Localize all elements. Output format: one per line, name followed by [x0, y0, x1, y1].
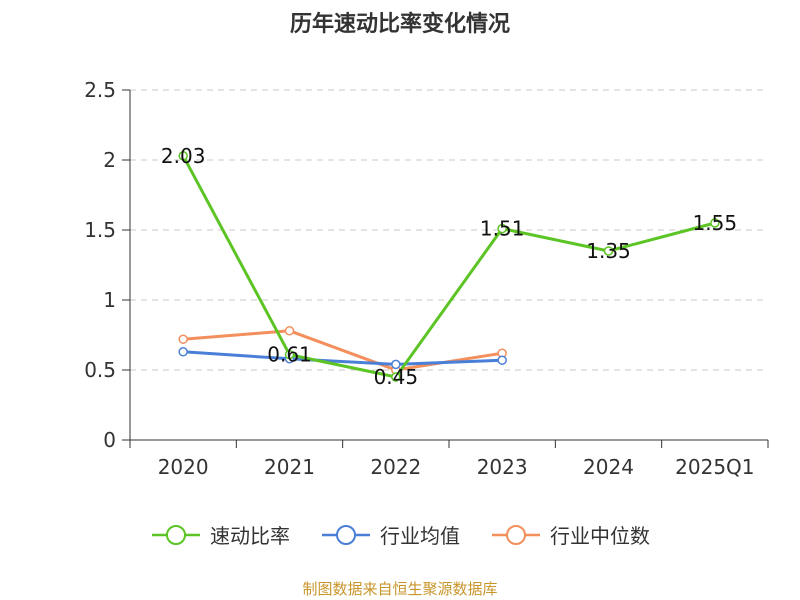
x-tick-label: 2023: [477, 455, 528, 479]
data-label: 1.35: [586, 239, 631, 263]
x-tick-label: 2022: [370, 455, 421, 479]
data-label: 0.61: [267, 343, 312, 367]
data-label: 1.51: [480, 217, 525, 241]
legend-swatch: [322, 524, 370, 545]
y-tick-label: 2: [103, 148, 116, 172]
x-tick-label: 2024: [583, 455, 634, 479]
data-point: [178, 151, 188, 161]
y-tick-label: 2.5: [84, 78, 116, 102]
y-tick-label: 0: [103, 428, 116, 452]
legend-swatch: [152, 524, 200, 545]
legend-label: 行业均值: [380, 524, 460, 548]
y-tick-label: 1: [103, 288, 116, 312]
data-point: [391, 359, 401, 370]
data-point: [391, 372, 401, 382]
chart-title: 历年速动比率变化情况: [289, 12, 510, 37]
data-label: 2.03: [161, 144, 206, 168]
series-line-2: [183, 329, 503, 372]
legend-item[interactable]: 行业均值: [320, 520, 460, 549]
data-point: [603, 246, 614, 256]
data-point: [284, 326, 295, 336]
series-line-1: [183, 350, 503, 366]
data-label: 0.45: [374, 365, 419, 389]
x-tick-label: 2021: [264, 455, 315, 479]
legend-item[interactable]: 速动比率: [150, 520, 290, 549]
data-source-note: 制图数据来自恒生聚源数据库: [302, 580, 498, 598]
x-tick-label: 2025Q1: [675, 455, 754, 479]
data-point: [178, 347, 188, 357]
data-point: [497, 355, 507, 365]
series-line-0: [181, 155, 716, 379]
chart-legend: 速动比率 行业均值 行业中位数: [0, 520, 800, 549]
y-tick-label: 0.5: [84, 358, 116, 382]
data-point: [178, 334, 188, 344]
legend-label: 行业中位数: [550, 524, 650, 548]
data-point: [497, 223, 507, 234]
data-point: [284, 349, 295, 360]
legend-item[interactable]: 行业中位数: [490, 520, 650, 549]
data-label: 1.55: [693, 211, 738, 235]
x-tick-label: 2020: [158, 455, 209, 479]
legend-label: 速动比率: [210, 524, 290, 548]
y-tick-label: 1.5: [84, 218, 116, 242]
legend-swatch: [492, 524, 540, 545]
data-point: [710, 218, 720, 228]
